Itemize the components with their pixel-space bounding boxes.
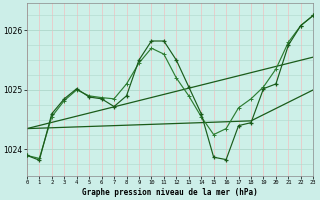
- X-axis label: Graphe pression niveau de la mer (hPa): Graphe pression niveau de la mer (hPa): [82, 188, 258, 197]
